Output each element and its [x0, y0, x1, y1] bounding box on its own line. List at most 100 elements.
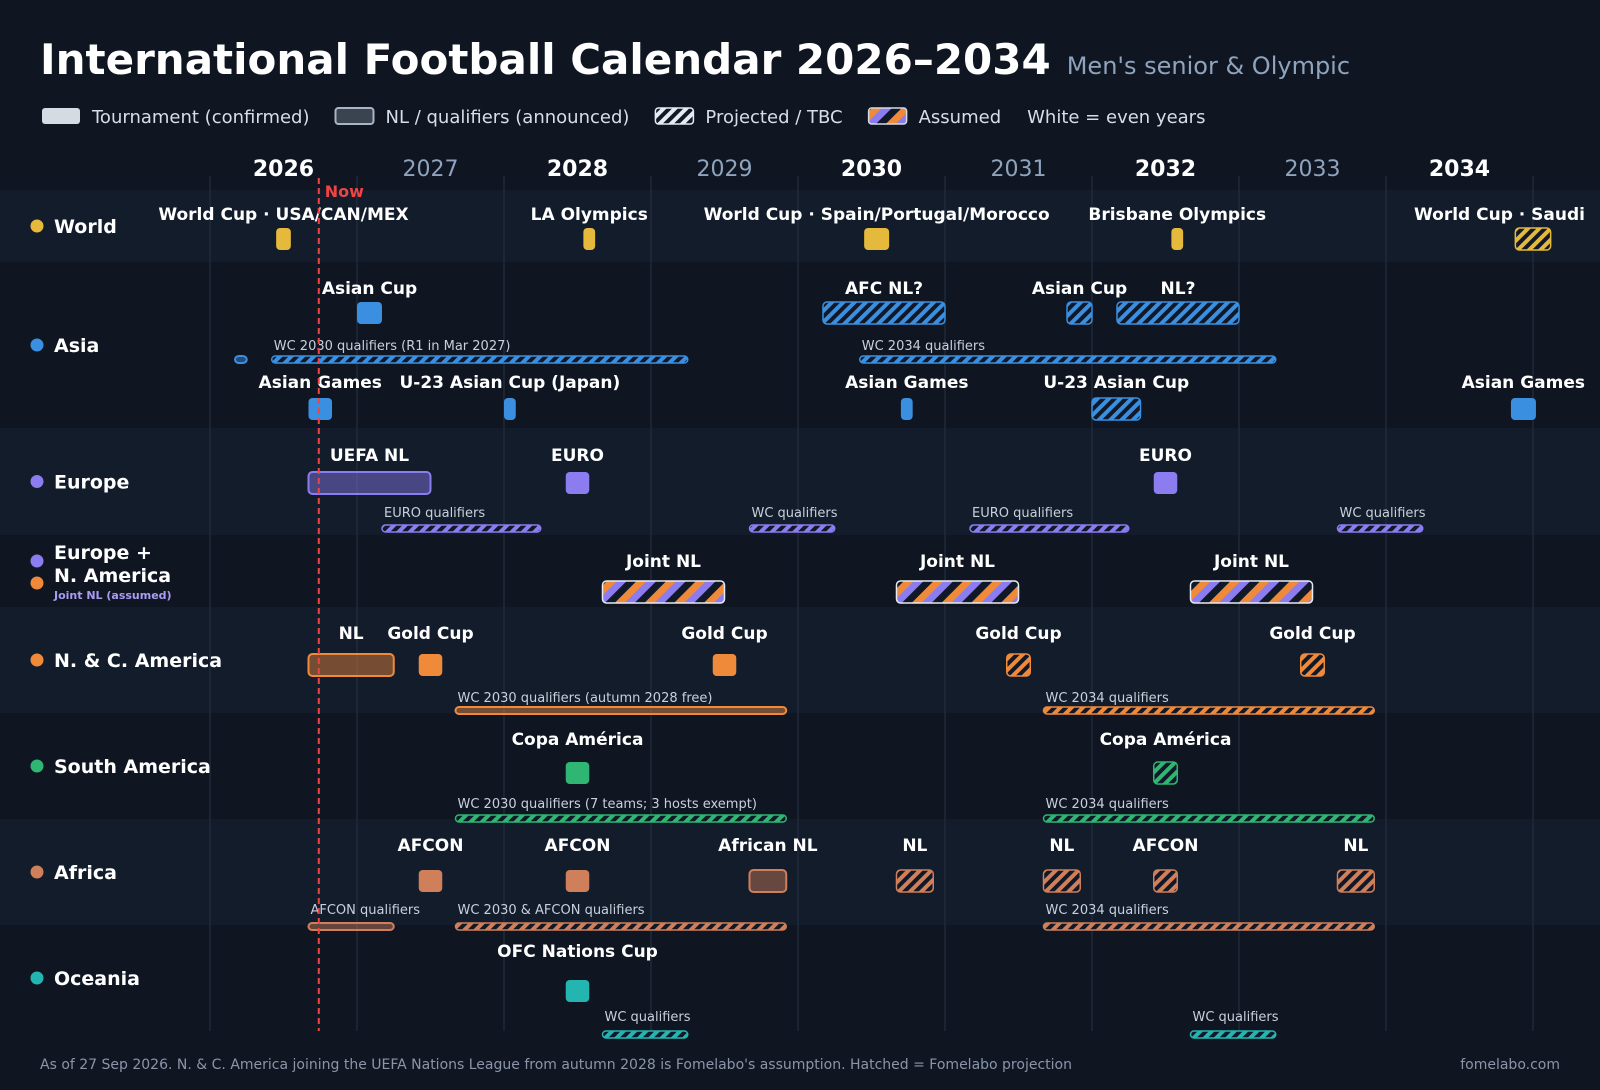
year-tick-label: 2033 [1285, 157, 1341, 182]
event-label: NL [902, 836, 927, 856]
row-label: Oceania [54, 968, 140, 990]
event: WC 2030 & AFCON qualifiers [454, 903, 787, 931]
event-bar [858, 355, 1277, 364]
event-bar [270, 355, 689, 364]
event-bar [900, 398, 913, 420]
row-label: Africa [54, 862, 117, 884]
row-dot [30, 653, 44, 667]
legend-swatch [42, 108, 80, 124]
event: Gold Cup [975, 624, 1062, 677]
row-band [0, 607, 1600, 713]
legend-swatch [867, 107, 908, 125]
event-label: AFCON [545, 836, 611, 856]
event: Copa América [1100, 730, 1232, 785]
year-axis: 2026 2027 2028 2029 2030 2031 2032 2033 2034 [253, 157, 1490, 182]
event: WC qualifiers [748, 506, 838, 533]
event-label: EURO [1139, 446, 1192, 466]
event: U-23 Asian Cup (Japan) [399, 373, 620, 420]
event-bar [565, 762, 590, 784]
event-label: AFC NL? [845, 279, 923, 299]
row-asia: Asia [30, 335, 99, 357]
event: EURO [1139, 446, 1192, 494]
event-label: AFCON qualifiers [310, 903, 420, 918]
legend-swatch [334, 107, 375, 125]
event: NL? [1116, 279, 1240, 325]
event: LA Olympics [531, 205, 648, 250]
legend-label: Projected / TBC [705, 107, 842, 128]
event-bar [381, 524, 542, 533]
event-label: OFC Nations Cup [497, 942, 658, 962]
year-tick-label: 2034 [1429, 157, 1490, 182]
row-label: Europe [54, 472, 129, 494]
row-label: N. & C. America [54, 650, 222, 672]
event: Gold Cup [387, 624, 474, 676]
event-label: UEFA NL [330, 446, 409, 466]
row-band [0, 190, 1600, 262]
year-tick-label: 2032 [1135, 157, 1196, 182]
event-label: WC 2030 & AFCON qualifiers [457, 903, 644, 918]
event: World Cup · Spain/Portugal/Morocco [704, 205, 1050, 250]
legend-item: Projected / TBC [654, 107, 843, 128]
event-bar [1042, 922, 1375, 931]
event: NL [895, 836, 934, 893]
event-bar [1152, 869, 1179, 893]
event-label: WC 2034 qualifiers [1045, 691, 1168, 706]
event: WC 2034 qualifiers [1042, 903, 1375, 931]
row-label: World [54, 216, 117, 238]
row-dot [30, 576, 44, 590]
footer-note: As of 27 Sep 2026. N. & C. America joini… [40, 1057, 1072, 1073]
event: WC 2030 qualifiers (R1 in Mar 2027) [270, 339, 689, 364]
event-label: Joint NL [919, 552, 995, 572]
legend-item: White = even years [1027, 107, 1205, 128]
event-label: Asian Cup [1032, 279, 1127, 299]
year-tick-label: 2028 [547, 157, 608, 182]
event: WC 2034 qualifiers [858, 339, 1277, 364]
event-label: EURO [551, 446, 604, 466]
event-bar [1005, 653, 1032, 677]
event-bar [276, 228, 291, 250]
event-label: World Cup · USA/CAN/MEX [158, 205, 408, 225]
footer-site: fomelabo.com [1460, 1057, 1560, 1073]
event: Joint NL [1189, 552, 1314, 604]
event-label: Gold Cup [681, 624, 767, 644]
event: Asian Games [1462, 373, 1585, 420]
event-bar [504, 398, 516, 420]
event-bar [895, 580, 1020, 604]
event: NL [1336, 836, 1375, 893]
event: WC qualifiers [1189, 1010, 1279, 1039]
event-label: Brisbane Olympics [1088, 205, 1266, 225]
event-bar [1299, 653, 1326, 677]
event-bar [1091, 397, 1142, 421]
row-label: South America [54, 756, 211, 778]
legend: Tournament (confirmed) NL / qualifiers (a… [42, 107, 1205, 128]
chart-subtitle: Men's senior & Olympic [1067, 52, 1350, 80]
event-label: NL [1343, 836, 1368, 856]
event-label: AFCON [398, 836, 464, 856]
row-africa: Africa [30, 862, 117, 884]
event-label: African NL [718, 836, 818, 856]
event-label: U-23 Asian Cup [1043, 373, 1189, 393]
legend-item: NL / qualifiers (announced) [334, 107, 629, 128]
event-bar [1189, 580, 1314, 604]
row-band [0, 262, 1600, 428]
event-bar [822, 301, 946, 325]
event-label: Copa América [1100, 730, 1232, 750]
event-bar [583, 228, 596, 250]
event-bar [1510, 398, 1536, 420]
event-label: Joint NL [1213, 552, 1289, 572]
event: WC 2034 qualifiers [1042, 691, 1375, 715]
row-band [0, 535, 1600, 607]
event-label: Asian Games [259, 373, 382, 393]
event: WC qualifiers [1336, 506, 1426, 533]
event: Asian Cup [1032, 279, 1127, 325]
row-band [0, 713, 1600, 819]
event-bar [307, 471, 432, 495]
event: Asian Games [845, 373, 968, 420]
year-tick-label: 2029 [697, 157, 753, 182]
event: Joint NL [895, 552, 1020, 604]
now-marker: Now [317, 178, 364, 1031]
event-label: World Cup · Spain/Portugal/Morocco [704, 205, 1050, 225]
legend-swatch [654, 107, 695, 125]
event: EURO [551, 446, 604, 494]
event-label: NL [339, 624, 364, 644]
